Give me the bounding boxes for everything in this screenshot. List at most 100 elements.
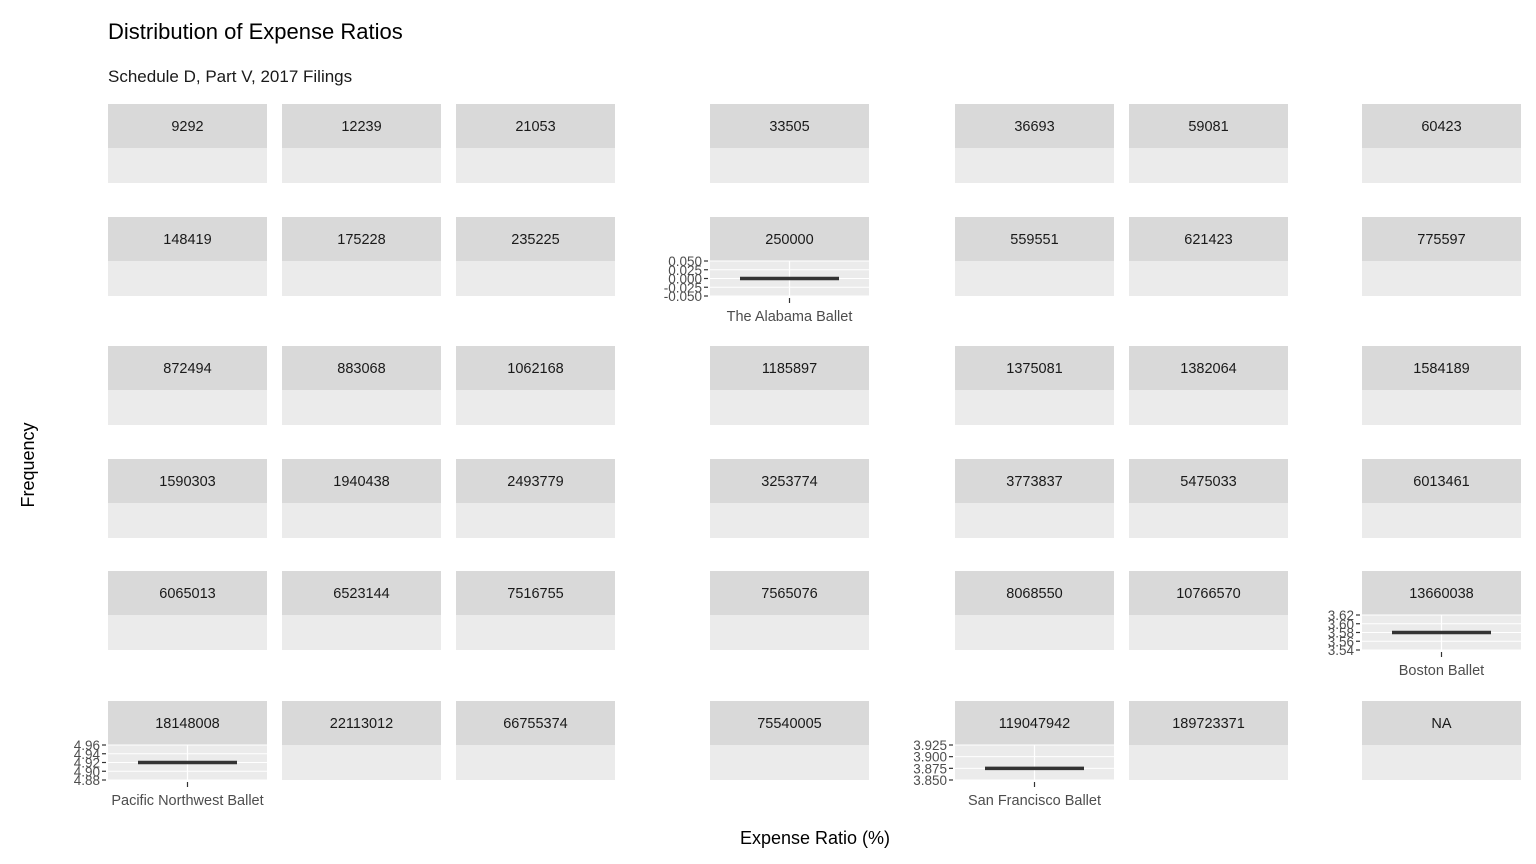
- facet-panel: 36693: [955, 104, 1114, 183]
- facet-strip-label: 33505: [769, 119, 809, 135]
- facet-strip: [1129, 346, 1288, 390]
- chart-title: Distribution of Expense Ratios: [108, 19, 403, 44]
- facet-strip-label: 1382064: [1180, 361, 1236, 377]
- facet-panel: 7516755: [456, 571, 615, 650]
- facet-strip: [1362, 571, 1521, 615]
- panel-background: [108, 261, 267, 296]
- facet-panel: 7565076: [710, 571, 869, 650]
- y-tick-label: 4.90: [74, 764, 100, 779]
- facet-strip-label: 559551: [1010, 232, 1058, 248]
- facet-strip: [955, 571, 1114, 615]
- facet-strip: [1129, 104, 1288, 148]
- facet-strip: [456, 459, 615, 503]
- panel-background: [955, 148, 1114, 183]
- panel-background: [1129, 148, 1288, 183]
- panel-background: [456, 615, 615, 650]
- facet-strip-label: 60423: [1421, 119, 1461, 135]
- facet-strip-label: 6013461: [1413, 474, 1469, 490]
- panel-background: [710, 615, 869, 650]
- facet-strip: [1362, 217, 1521, 261]
- facet-strip: [710, 701, 869, 745]
- facet-panel: 6523144: [282, 571, 441, 650]
- y-tick-label: -0.025: [664, 280, 702, 295]
- facet-strip-label: 3773837: [1006, 474, 1062, 490]
- facet-strip-label: 2493779: [507, 474, 563, 490]
- y-tick-label: 3.60: [1328, 617, 1354, 632]
- facet-panel: 775597: [1362, 217, 1521, 296]
- facet-strip-label: 59081: [1188, 119, 1228, 135]
- facet-panel: 75540005: [710, 701, 869, 780]
- y-tick-label: 4.96: [74, 738, 100, 753]
- facet-strip: [1362, 701, 1521, 745]
- facet-panel: 872494: [108, 346, 267, 425]
- facet-panel: 6065013: [108, 571, 267, 650]
- facet-strip: [955, 346, 1114, 390]
- panel-background: [1362, 148, 1521, 183]
- facet-panel: 21053: [456, 104, 615, 183]
- facet-strip: [456, 346, 615, 390]
- facet-panel: 22113012: [282, 701, 441, 780]
- panel-background: [955, 503, 1114, 538]
- y-tick-label: 4.92: [74, 756, 100, 771]
- facet-strip: [282, 104, 441, 148]
- facet-panel: 1590303: [108, 459, 267, 538]
- facet-strip: [955, 701, 1114, 745]
- facet-panel: 6013461: [1362, 459, 1521, 538]
- facet-strip-label: 7516755: [507, 586, 563, 602]
- facet-strip-label: 10766570: [1176, 586, 1241, 602]
- facet-panel: 1375081: [955, 346, 1114, 425]
- facet-strip: [456, 701, 615, 745]
- facet-strip: [1129, 217, 1288, 261]
- facet-strip-label: 175228: [337, 232, 385, 248]
- facet-strip-label: 9292: [171, 119, 203, 135]
- panel-background: [282, 745, 441, 780]
- facet-strip: [955, 217, 1114, 261]
- facet-strip: [710, 104, 869, 148]
- y-tick-label: 3.850: [913, 773, 947, 788]
- facet-panel: 1382064: [1129, 346, 1288, 425]
- panel-background: [282, 503, 441, 538]
- facet-panel: 60423: [1362, 104, 1521, 183]
- facet-strip-label: 8068550: [1006, 586, 1062, 602]
- y-tick-label: 4.94: [74, 747, 101, 762]
- y-tick-label: 3.925: [913, 738, 947, 753]
- facet-panel: 33505: [710, 104, 869, 183]
- panel-background: [710, 745, 869, 780]
- panel-background: [456, 745, 615, 780]
- facet-strip: [108, 571, 267, 615]
- facet-strip: [282, 217, 441, 261]
- facet-panel: 59081: [1129, 104, 1288, 183]
- facet-panel: NA: [1362, 701, 1521, 780]
- facet-strip-label: 18148008: [155, 716, 220, 732]
- facet-strip: [108, 459, 267, 503]
- panel-background: [1129, 503, 1288, 538]
- facet-panel: 1940438: [282, 459, 441, 538]
- y-tick-label: 4.88: [74, 773, 100, 788]
- y-tick-label: 0.050: [668, 254, 702, 269]
- facet-strip: [1362, 104, 1521, 148]
- facet-panel: 3773837: [955, 459, 1114, 538]
- y-tick-label: 3.56: [1328, 634, 1354, 649]
- y-tick-label: 3.875: [913, 761, 947, 776]
- facet-strip: [108, 346, 267, 390]
- facet-strip: [710, 217, 869, 261]
- panel-background: [710, 148, 869, 183]
- x-axis-title: Expense Ratio (%): [740, 828, 890, 848]
- panel-background: [1129, 615, 1288, 650]
- panel-background: [108, 503, 267, 538]
- facet-grid: 9292 12239 21053 33505 36693 59081 60423 148419…: [74, 104, 1521, 809]
- panel-background: [1362, 390, 1521, 425]
- facet-strip-label: 1590303: [159, 474, 215, 490]
- facet-strip: [1129, 701, 1288, 745]
- panel-background: [1129, 390, 1288, 425]
- facet-panel: 883068: [282, 346, 441, 425]
- facet-panel: 66755374: [456, 701, 615, 780]
- facet-strip-label: 7565076: [761, 586, 817, 602]
- x-category-label: Pacific Northwest Ballet: [111, 793, 263, 809]
- facet-strip-label: 1375081: [1006, 361, 1062, 377]
- facet-strip-label: 6523144: [333, 586, 389, 602]
- facet-strip: [282, 701, 441, 745]
- y-tick-label: 0.000: [668, 272, 702, 287]
